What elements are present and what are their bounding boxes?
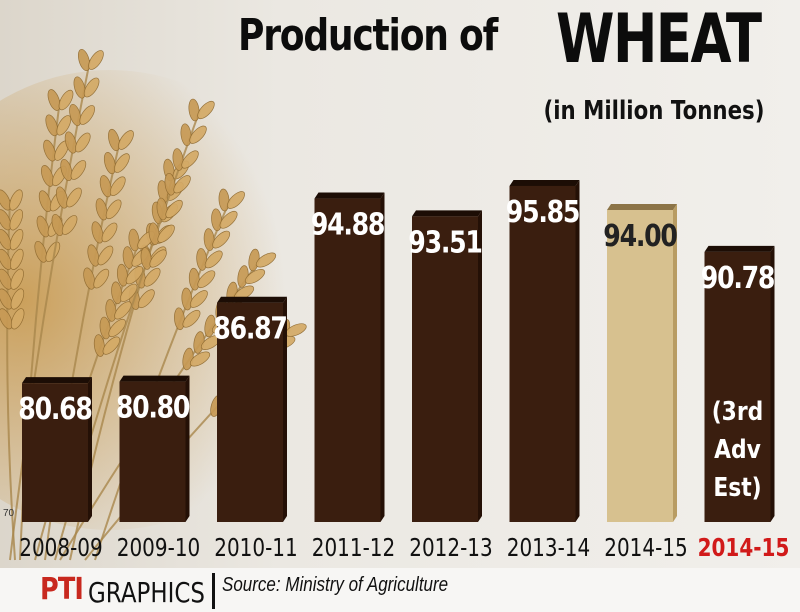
bar-group	[509, 179, 580, 522]
bar-value-label: 80.68	[18, 391, 91, 427]
bar-side-face	[673, 204, 677, 522]
bar	[704, 251, 771, 523]
bar-value-label: 95.85	[506, 194, 579, 230]
bar-side-face	[185, 375, 190, 522]
bar-top-face	[119, 375, 190, 382]
bar-group	[704, 245, 775, 523]
bar-value-label: 94.88	[311, 206, 384, 242]
footer-divider	[212, 573, 215, 609]
bar	[22, 383, 88, 522]
bar-top-face	[314, 192, 385, 199]
bar-value-label: 90.78	[701, 260, 774, 296]
pti-logo: PTI	[40, 572, 84, 607]
bar-group	[412, 210, 482, 522]
category-label: 2010-11	[214, 534, 298, 563]
bar-value-label: 86.87	[213, 311, 286, 347]
category-label: 2012-13	[409, 534, 493, 563]
bar-annotation-line: (3rd	[712, 396, 764, 426]
bar	[412, 216, 478, 522]
bar-group	[607, 204, 677, 522]
chart-title-prefix: Production of	[238, 10, 498, 61]
bar-value-label: 93.51	[408, 224, 481, 260]
axis-min-label: 70	[3, 508, 15, 519]
category-label: 2014-15	[604, 534, 688, 563]
bar-group	[217, 296, 287, 522]
bar-side-face	[380, 192, 385, 522]
bar-group	[22, 377, 92, 522]
bar-top-face	[607, 204, 677, 210]
bar-side-face	[770, 245, 775, 523]
footer-strip	[0, 568, 800, 612]
bar	[119, 381, 186, 522]
chart-subtitle: (in Million Tonnes)	[543, 96, 764, 126]
bar-group	[314, 192, 385, 522]
bar-annotation-line: Est)	[713, 472, 761, 502]
bar-group	[119, 375, 190, 522]
category-label: 2014-15	[698, 534, 790, 563]
category-label: 2013-14	[507, 534, 591, 563]
bar-side-face	[575, 179, 580, 522]
graphics-label: GRAPHICS	[88, 576, 206, 609]
bar-side-face	[88, 377, 92, 522]
bar	[607, 210, 673, 522]
bar-top-face	[412, 210, 482, 217]
bar	[217, 302, 283, 522]
category-label: 2009-10	[117, 534, 201, 563]
bar-annotation-line: Adv	[714, 434, 761, 464]
bar	[314, 198, 381, 522]
bar	[509, 185, 576, 522]
category-label: 2011-12	[312, 534, 396, 563]
bar-value-label: 94.00	[603, 218, 676, 254]
category-label: 2008-09	[19, 534, 103, 563]
bar-top-face	[217, 296, 287, 303]
source-note: Source: Ministry of Agriculture	[222, 574, 449, 596]
bar-value-label: 80.80	[116, 389, 189, 425]
chart-title-main: WHEAT	[556, 0, 762, 79]
bar-top-face	[22, 377, 92, 384]
bar-side-face	[283, 296, 287, 522]
bar-top-face	[509, 179, 580, 186]
bar-side-face	[478, 210, 482, 522]
bar-top-face	[704, 245, 775, 252]
